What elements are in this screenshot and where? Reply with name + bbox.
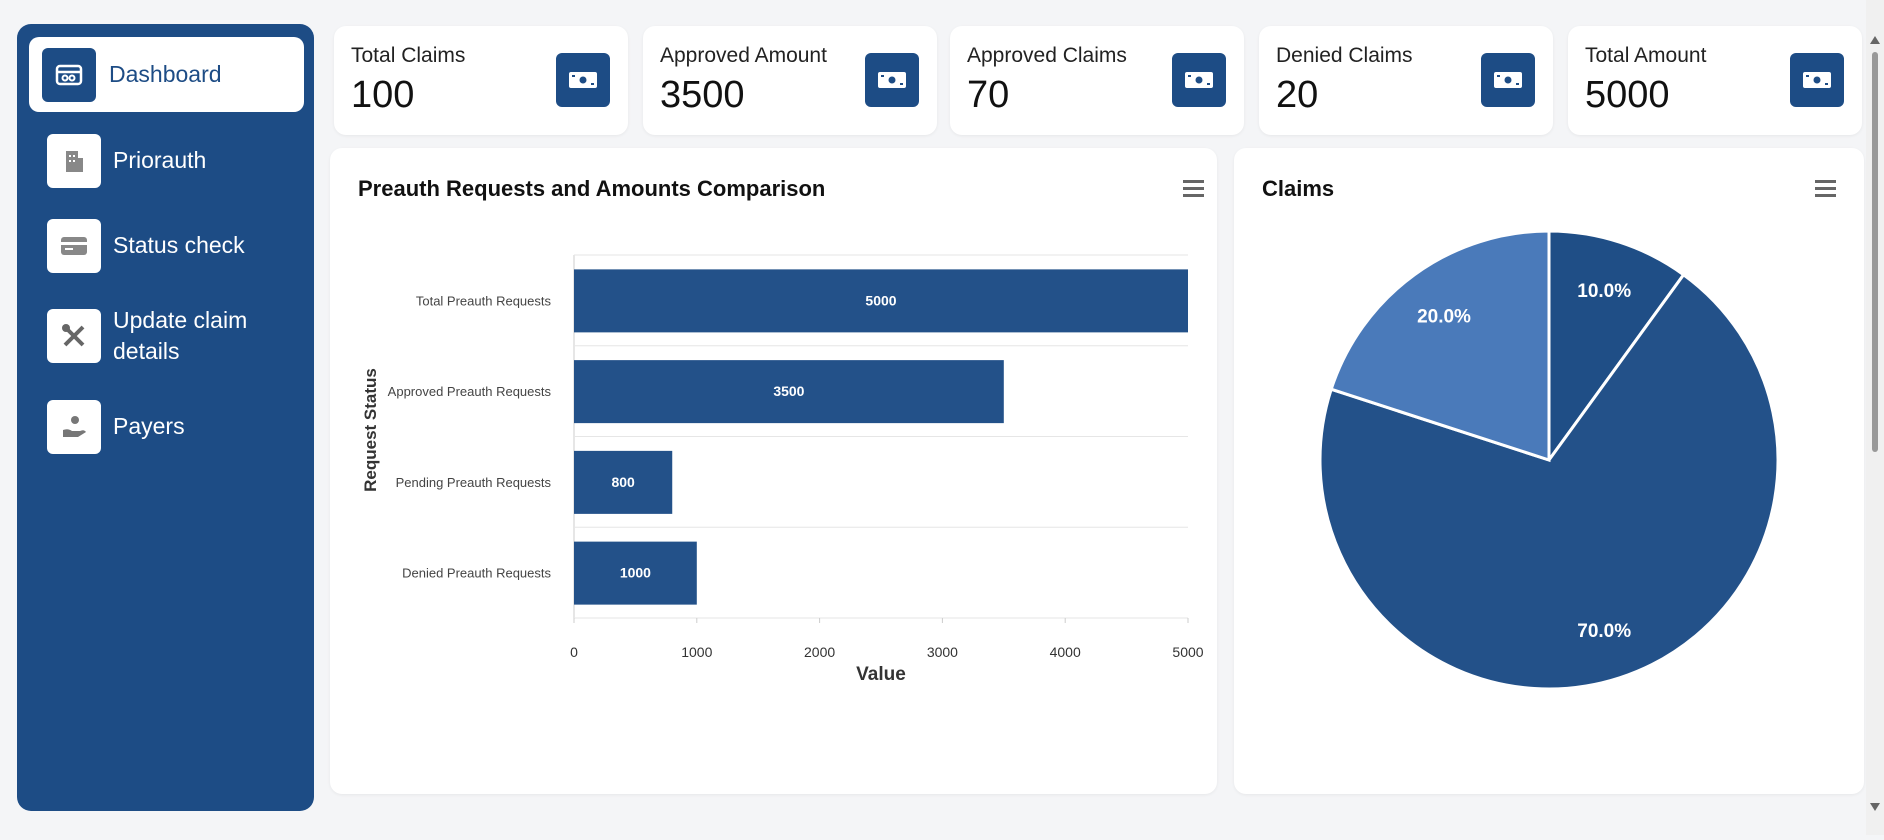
nav-icon xyxy=(47,308,101,363)
pie-slice xyxy=(1318,272,1780,691)
card-icon xyxy=(1790,53,1844,107)
icon xyxy=(569,72,597,88)
x-tick-label: 2000 xyxy=(804,644,835,660)
bar xyxy=(574,541,697,605)
x-tick-label: 1000 xyxy=(681,644,712,660)
bar xyxy=(574,269,1188,333)
data-label: 10.0% xyxy=(1577,281,1631,302)
stat-card: Total Amount 5000 xyxy=(1568,26,1862,135)
icon xyxy=(878,72,906,88)
bar xyxy=(574,450,673,514)
nav-icon xyxy=(47,399,101,454)
y-tick-label: Approved Preauth Requests xyxy=(388,384,552,399)
menu-icon-bar[interactable] xyxy=(1183,187,1204,190)
nav-label: Update claim details xyxy=(113,306,248,364)
menu-icon-bar[interactable] xyxy=(1815,194,1836,197)
stat-card: Denied Claims 20 xyxy=(1259,26,1553,135)
menu-icon-bar[interactable] xyxy=(1183,180,1204,183)
card-value: 5000 xyxy=(1585,74,1670,116)
data-label: 70.0% xyxy=(1577,621,1631,642)
pie-slice xyxy=(1547,229,1686,465)
chart-title: Claims xyxy=(1262,176,1334,201)
nav-icon xyxy=(47,133,101,188)
nav-label: Status check xyxy=(113,232,245,258)
card-value: 20 xyxy=(1276,74,1319,116)
nav-item[interactable]: Payers xyxy=(29,389,304,464)
x-tick-label: 3000 xyxy=(927,644,958,660)
x-tick-label: 0 xyxy=(570,644,578,660)
sidebar: Dashboard Priorauth Status check Update … xyxy=(17,24,314,811)
bar-panel xyxy=(330,148,1217,794)
data-label: 1000 xyxy=(620,565,651,581)
card-icon xyxy=(1481,53,1535,107)
card-title: Approved Claims xyxy=(967,44,1127,67)
icon xyxy=(62,323,85,346)
nav-item[interactable]: Update claim details xyxy=(29,298,304,373)
menu-icon-bar[interactable] xyxy=(1183,194,1204,197)
y-tick-label: Denied Preauth Requests xyxy=(402,566,551,581)
data-label: 5000 xyxy=(865,292,896,308)
nav-item[interactable]: Dashboard xyxy=(29,37,304,112)
nav-label: Priorauth xyxy=(113,147,207,173)
data-label: 800 xyxy=(611,474,635,490)
card-value: 3500 xyxy=(660,74,745,116)
nav-icon xyxy=(47,218,101,273)
card-title: Approved Amount xyxy=(660,44,827,67)
data-label: 3500 xyxy=(773,383,804,399)
x-tick-label: 4000 xyxy=(1050,644,1081,660)
nav-item[interactable]: Status check xyxy=(29,208,304,283)
nav-label: Payers xyxy=(113,413,185,439)
y-tick-label: Total Preauth Requests xyxy=(416,293,552,308)
nav-label: Dashboard xyxy=(109,61,222,87)
nav-item[interactable]: Priorauth xyxy=(29,123,304,198)
icon xyxy=(1803,72,1831,88)
x-axis-label: Value xyxy=(856,664,906,685)
card-value: 70 xyxy=(967,74,1010,116)
card-icon xyxy=(1172,53,1226,107)
card-value: 100 xyxy=(351,74,415,116)
menu-icon-bar[interactable] xyxy=(1815,180,1836,183)
data-label: 20.0% xyxy=(1417,306,1471,327)
icon xyxy=(1494,72,1522,88)
pie-slice xyxy=(1329,229,1551,463)
card-icon xyxy=(865,53,919,107)
icon xyxy=(63,415,86,437)
chart-title: Preauth Requests and Amounts Comparison xyxy=(358,176,825,201)
bar xyxy=(574,360,1004,424)
y-tick-label: Pending Preauth Requests xyxy=(396,475,552,490)
y-axis-label: Request Status xyxy=(361,368,380,492)
stat-card: Approved Amount 3500 xyxy=(643,26,937,135)
icon xyxy=(1185,72,1213,88)
card-title: Total Amount xyxy=(1585,44,1707,67)
icon xyxy=(66,150,83,172)
card-title: Total Claims xyxy=(351,44,466,67)
scrollbar[interactable] xyxy=(1866,0,1884,835)
card-icon xyxy=(556,53,610,107)
x-tick-label: 5000 xyxy=(1172,644,1203,660)
icon xyxy=(61,236,87,255)
icon xyxy=(55,64,83,85)
stat-card: Total Claims 100 xyxy=(334,26,628,135)
scrollbar-graphic xyxy=(1870,36,1880,811)
card-title: Denied Claims xyxy=(1276,44,1413,67)
menu-icon-bar[interactable] xyxy=(1815,187,1836,190)
nav-icon xyxy=(42,47,96,102)
stat-card: Approved Claims 70 xyxy=(950,26,1244,135)
